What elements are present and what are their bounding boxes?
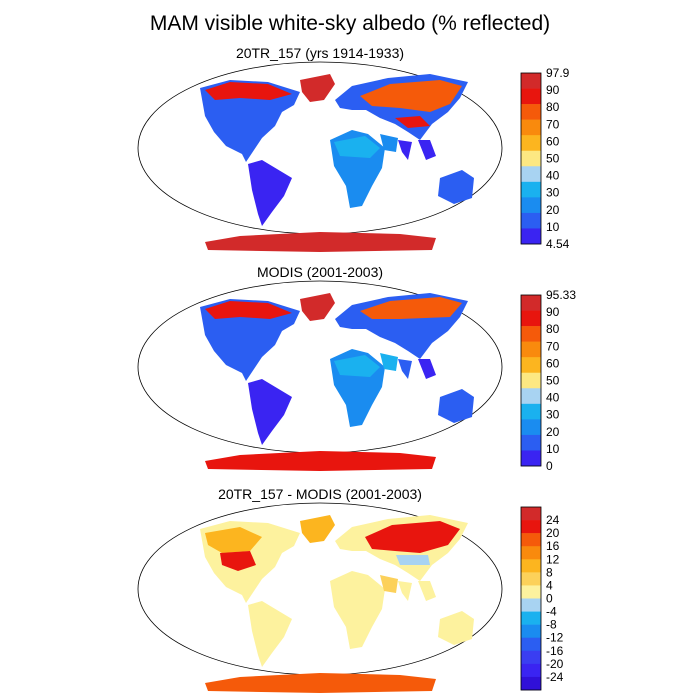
colorbar-label: 30 [546,408,560,422]
panel-title-diff: 20TR_157 - MODIS (2001-2003) [218,486,422,502]
colorbar-label: 80 [546,100,560,114]
colorbar-swatch [521,88,541,105]
colorbar-label: 30 [546,186,560,200]
colorbar-swatch [521,650,541,665]
region-sahara [334,355,380,377]
region-arctic-canada [205,301,292,319]
colorbar-label: 4.54 [546,237,570,251]
colorbar-swatch [521,403,541,420]
colorbar-swatch [521,341,541,358]
panel-title-model: 20TR_157 (yrs 1914-1933) [235,45,405,61]
colorbar-label: 95.33 [546,288,576,302]
colorbar-swatch [521,663,541,678]
colorbar-swatch [521,166,541,183]
colorbar-swatch [521,419,541,436]
region-antarctica [205,673,436,693]
colorbar-swatch [521,357,541,374]
colorbar-swatch [521,676,541,691]
colorbar-label: 20 [546,203,560,217]
region-arctic-canada [205,82,292,100]
region-sahara [334,136,380,158]
region-central-asia-anomaly [396,555,430,565]
region-canada-anomaly [205,527,262,553]
colorbar-label: 40 [546,169,560,183]
region-tibet [395,116,430,128]
map-model [137,61,503,252]
colorbar-swatch [521,624,541,639]
colorbar-swatch [521,546,541,560]
colorbar-label: 40 [546,391,560,405]
colorbar-label: -20 [546,657,564,671]
colorbar-label: 70 [546,339,560,353]
map-diff [137,502,503,693]
colorbar-modis: 95.33 90 80 70 60 50 40 30 20 10 0 [520,288,576,473]
colorbar-label: -24 [546,670,564,684]
colorbar-swatch [521,611,541,625]
colorbar-label: 0 [546,459,553,473]
colorbar-label: 20 [546,526,560,540]
colorbar-swatch [521,104,541,120]
colorbar-label: 24 [546,513,560,527]
panel-title-modis: MODIS (2001-2003) [256,264,384,280]
colorbar-model: 97.9 90 80 70 60 50 40 30 20 10 4.54 [520,66,570,251]
colorbar-swatch [521,197,541,214]
colorbar-label: 10 [546,442,560,456]
colorbar-swatch [521,559,541,573]
colorbar-swatch [521,295,541,311]
colorbar-label: 8 [546,565,553,579]
colorbar-label: 50 [546,374,560,388]
colorbar-swatch [521,598,541,612]
colorbar-swatch [521,150,541,167]
colorbar-label: -12 [546,631,564,645]
colorbar-frame [520,506,542,691]
colorbar-swatch [521,572,541,586]
colorbar-swatch [521,228,541,245]
colorbar-swatch [521,310,541,327]
colorbar-label: -16 [546,644,564,658]
colorbar-swatch [521,181,541,198]
colorbar-label: 90 [546,83,560,97]
map-modis [137,280,503,471]
colorbar-swatch [521,73,541,89]
colorbar-label: 12 [546,552,560,566]
figure-title: MAM visible white-sky albedo (% reflecte… [149,12,551,35]
region-siberia-snow [360,80,462,112]
colorbar-label: 16 [546,539,560,553]
colorbar-swatch [521,585,541,599]
colorbar-frame [520,294,542,467]
colorbar-swatch [521,637,541,652]
colorbar-swatch [521,507,541,521]
region-siberia-anomaly [365,521,460,553]
colorbar-label: -4 [546,605,557,619]
colorbar-label: 97.9 [546,66,570,80]
colorbar-label: 0 [546,592,553,606]
colorbar-swatch [521,520,541,534]
colorbar-frame [520,72,542,245]
colorbar-label: 4 [546,578,553,592]
colorbar-swatch [521,119,541,136]
colorbar-swatch [521,434,541,451]
colorbar-swatch [521,388,541,405]
colorbar-label: 10 [546,220,560,234]
colorbar-label: 60 [546,356,560,370]
colorbar-label: 70 [546,117,560,131]
colorbar-swatch [521,450,541,467]
region-antarctica [205,232,436,252]
colorbar-swatch [521,533,541,547]
colorbar-label: 50 [546,152,560,166]
colorbar-label: 80 [546,322,560,336]
colorbar-swatch [521,372,541,389]
colorbar-label: 90 [546,305,560,319]
colorbar-swatch [521,135,541,152]
colorbar-label: -8 [546,618,557,632]
colorbar-swatch [521,326,541,342]
colorbar-swatch [521,212,541,229]
region-antarctica [205,451,436,471]
colorbar-label: 20 [546,425,560,439]
colorbar-label: 60 [546,134,560,148]
region-us-anomaly [220,551,256,571]
region-siberia-snow [360,297,462,319]
